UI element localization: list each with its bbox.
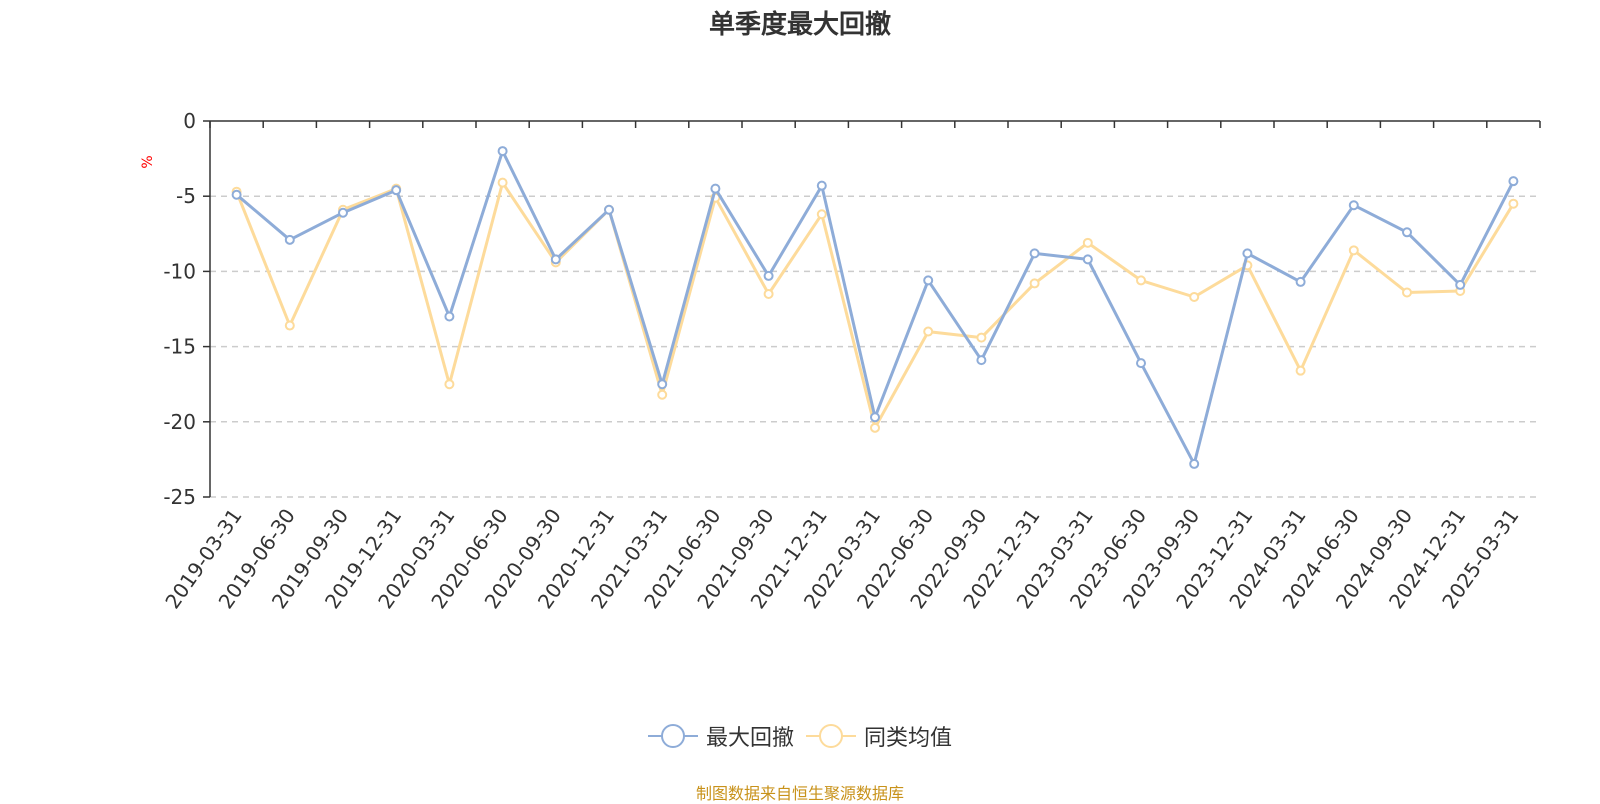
legend-marker-icon (647, 724, 698, 748)
data-point (1402, 287, 1412, 298)
data-point (657, 379, 668, 390)
data-point (1348, 200, 1359, 211)
data-point (1242, 248, 1253, 259)
data-point (1508, 198, 1519, 209)
data-point (923, 326, 934, 337)
data-point (816, 180, 827, 191)
chart-title: 单季度最大回撤 (708, 10, 891, 40)
data-point (1402, 227, 1412, 238)
data-point (1295, 365, 1306, 376)
data-point (976, 355, 987, 366)
data-point (391, 185, 402, 196)
data-point (338, 207, 348, 218)
data-point (1082, 254, 1093, 265)
legend-item-max-drawdown[interactable]: 最大回撤 (647, 720, 794, 752)
data-point (1082, 237, 1093, 248)
data-point (763, 288, 774, 299)
axes: 0-5-10-15-20-252019-03-312019-06-302019-… (160, 109, 1541, 613)
data-point (923, 275, 934, 286)
data-point (444, 379, 455, 390)
data-point (710, 183, 721, 194)
data-point (816, 209, 827, 220)
data-point (1136, 275, 1146, 286)
legend-label: 最大回撤 (705, 726, 794, 751)
legend-marker-icon (806, 724, 856, 748)
data-point (870, 422, 880, 433)
data-point (1348, 245, 1359, 256)
y-tick-label: -25 (163, 485, 196, 509)
y-tick-label: -15 (163, 335, 196, 359)
y-axis-unit-label: % (140, 155, 156, 168)
data-point (284, 234, 295, 245)
line-chart: 0-5-10-15-20-252019-03-312019-06-302019-… (140, 109, 1541, 613)
data-point (497, 146, 508, 157)
data-point (550, 254, 561, 265)
legend-item-peer-average[interactable]: 同类均值 (806, 720, 952, 752)
series-peer-average (231, 177, 1519, 433)
y-tick-label: -5 (176, 184, 196, 208)
series-lines (231, 146, 1519, 469)
data-point (444, 311, 455, 322)
y-tick-label: 0 (183, 109, 196, 133)
legend-label: 同类均值 (864, 726, 953, 751)
data-point (1189, 458, 1200, 469)
data-point (1029, 248, 1040, 259)
data-point (1508, 176, 1519, 187)
y-tick-label: -10 (163, 259, 196, 283)
data-point (284, 320, 295, 331)
data-point (231, 189, 242, 200)
source-note: 制图数据来自恒生聚源数据库 (695, 784, 904, 803)
data-point (763, 270, 774, 281)
data-point (497, 177, 508, 188)
data-point (870, 412, 880, 423)
legend: 最大回撤 同类均值 (0, 720, 1600, 752)
series-line (235, 181, 1515, 430)
data-point (1136, 358, 1146, 369)
data-point (604, 204, 614, 215)
data-point (1029, 278, 1040, 289)
data-point (1295, 276, 1306, 287)
data-point (657, 389, 668, 400)
data-point (1455, 279, 1466, 290)
y-tick-label: -20 (163, 410, 196, 434)
data-point (976, 332, 987, 343)
data-point (1189, 291, 1200, 302)
series-max-drawdown (231, 146, 1519, 469)
